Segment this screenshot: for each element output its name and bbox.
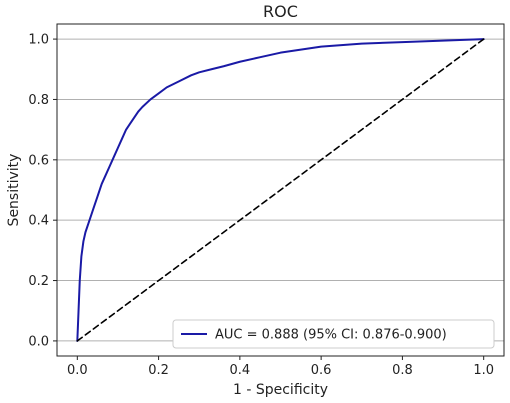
x-tick-label: 0.2 (148, 363, 169, 378)
x-tick-label: 1.0 (473, 363, 494, 378)
chart-title: ROC (263, 2, 298, 21)
y-tick-label: 0.2 (28, 274, 49, 289)
legend-label: AUC = 0.888 (95% CI: 0.876-0.900) (215, 328, 447, 343)
y-tick-label: 0.8 (28, 93, 49, 108)
plot-frame (56, 23, 505, 357)
x-axis-title: 1 - Specificity (233, 382, 328, 398)
axis-ticks: 0.0 0.2 0.4 0.6 0.8 1.0 0.0 0.2 0.4 0.6 0.8 1.0 (28, 33, 494, 378)
legend: AUC = 0.888 (95% CI: 0.876-0.900) (172, 319, 495, 349)
y-tick-label: 1.0 (28, 33, 49, 48)
plot-series (76, 38, 485, 342)
legend-box (172, 319, 495, 349)
y-axis-title: Sensitivity (6, 154, 22, 227)
x-tick-label: 0.6 (311, 363, 332, 378)
x-tick-label: 0.8 (392, 363, 413, 378)
y-tick-label: 0.4 (28, 214, 49, 229)
roc-curve (76, 38, 485, 342)
x-tick-label: 0.0 (67, 363, 88, 378)
y-tick-label: 0.0 (28, 334, 49, 349)
x-tick-label: 0.4 (230, 363, 251, 378)
diagonal-reference-line (76, 38, 485, 342)
y-tick-label: 0.6 (28, 153, 49, 168)
